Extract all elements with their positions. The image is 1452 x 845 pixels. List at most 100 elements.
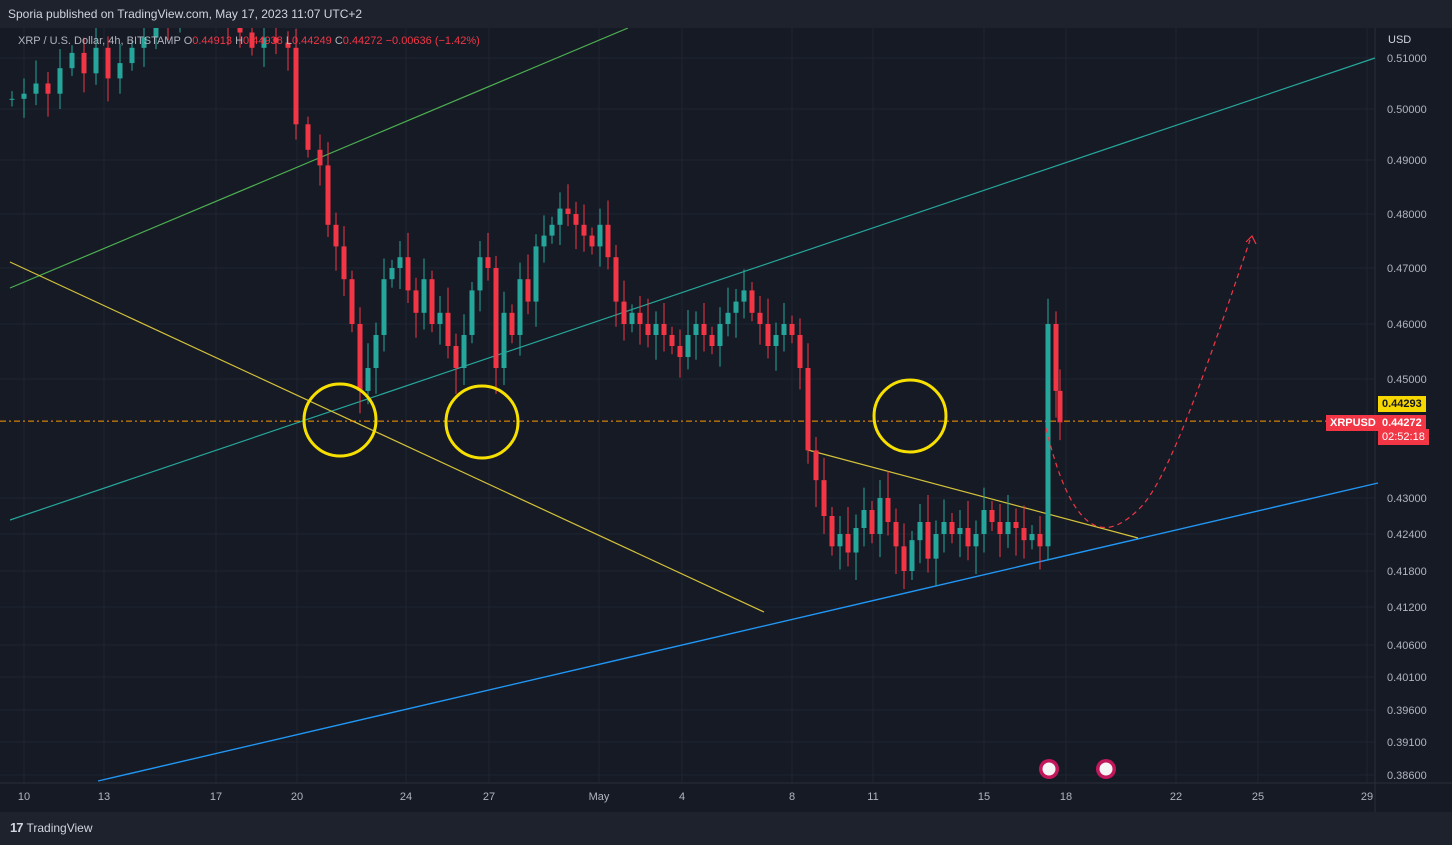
candle-body [941,522,947,534]
candle-body [249,32,255,48]
candle-body [533,246,539,302]
low-value: 0.44249 [291,35,332,47]
candle-body [805,368,811,451]
candle-body [741,290,747,302]
candle-body [501,312,507,368]
candle-body [693,324,699,335]
x-tick-label: 15 [978,791,990,803]
candle-body [989,510,995,522]
candle-body [429,279,435,324]
candle-body [21,93,27,99]
x-tick-label: 10 [18,791,30,803]
chart-area[interactable]: 0.51000 0.50000 0.49000 0.48000 0.47000 0.460… [0,28,1452,812]
currency-label: USD [1388,34,1412,46]
candle-body [829,516,835,547]
candle-body [701,324,707,335]
candle-body [901,546,907,571]
candle-body [477,257,483,291]
candle-body [317,149,323,166]
candle-body [485,257,491,268]
candle-body [381,279,387,335]
tradingview-logo[interactable]: 17 TradingView [10,820,93,835]
candle-body [421,279,427,313]
candle-body [909,540,915,571]
symbol-price-tag: XRPUSD [1326,415,1380,431]
candle-body [965,528,971,547]
candle-body [373,335,379,368]
change-value: −0.00636 (−1.42%) [385,35,480,47]
projection-path [1045,239,1251,528]
candle-body [469,290,475,335]
candle-body [853,528,859,553]
candle-body [637,312,643,324]
x-tick-label: 4 [679,791,685,803]
candle-body [917,522,923,541]
candle-body [573,214,579,225]
candle-body [413,290,419,313]
candle-body [333,224,339,247]
candle-body [541,235,547,247]
candle-body [153,28,159,38]
candlestick-chart[interactable]: 0.51000 0.50000 0.49000 0.48000 0.47000 0.460… [0,28,1452,812]
candle-body [877,498,883,534]
highlight-circle [872,378,948,454]
candle-body [821,480,827,516]
x-tick-label: 27 [483,791,495,803]
candle-body [525,279,531,302]
candle-body [1005,522,1011,534]
candle-body [605,224,611,258]
y-tick-label: 0.46000 [1387,319,1427,331]
candle-body [869,510,875,534]
candle-body [285,42,291,48]
projection-arrow [1245,234,1257,245]
candle-body [129,47,135,64]
candle-body [325,165,331,225]
x-tick-label: 13 [98,791,110,803]
candle-body [973,534,979,547]
candle-body [9,98,15,100]
candle-body [453,346,459,368]
x-tick-label: 11 [867,791,878,803]
candle-body [797,335,803,368]
candle-body [949,522,955,534]
y-tick-label: 0.48000 [1387,209,1427,221]
candle-body [33,83,39,94]
x-tick-label: May [589,791,610,803]
y-tick-label: 0.45000 [1387,374,1427,386]
yellow-descending-line [9,261,765,613]
y-tick-label: 0.41200 [1387,602,1427,614]
candle-body [861,510,867,528]
level-price-tag: 0.44293 [1378,396,1426,412]
candle-body [509,312,515,335]
candle-body [789,324,795,335]
y-tick-label: 0.40100 [1387,672,1427,684]
footer-bar [0,812,1452,845]
candle-body [685,335,691,357]
tradingview-logo-icon: 17 [10,820,24,835]
candle-body [733,301,739,313]
candle-body [589,235,595,247]
candle-body [1029,534,1035,541]
candle-body [261,37,267,48]
high-value: 0.44938 [243,35,283,47]
x-tick-label: 29 [1361,791,1373,803]
candle-body [661,324,667,335]
open-label: O [183,35,193,47]
candle-body [1021,528,1027,541]
brand-name: TradingView [26,820,93,835]
candle-body [933,534,939,559]
y-tick-label: 0.39100 [1387,737,1427,749]
candle-body [725,312,731,324]
candle-body [405,257,411,291]
candle-body [925,522,931,559]
symbol-legend: XRP / U.S. Dollar, 4h, BITSTAMP O0.44913… [18,35,480,47]
candle-body [1045,324,1051,547]
candle-body [273,37,279,43]
candle-body [653,324,659,335]
candle-body [813,450,819,481]
candle-body [597,224,603,247]
candle-body [341,246,347,280]
y-tick-label: 0.43000 [1387,493,1427,505]
candle-body [677,346,683,357]
candle-body [717,324,723,346]
